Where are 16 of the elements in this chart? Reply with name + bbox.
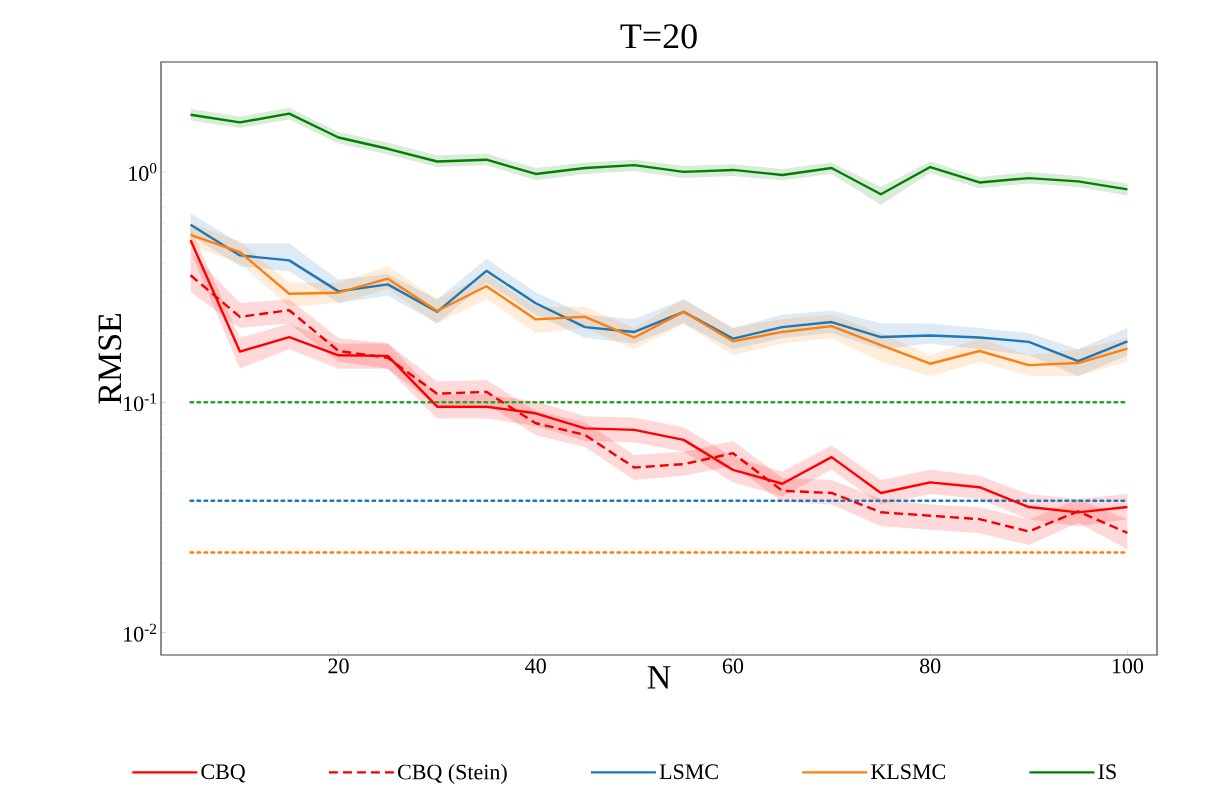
legend-label: CBQ — [201, 764, 246, 783]
y-tick-label: 10$^{-1}$ — [124, 393, 157, 412]
x-tick-label: 80 — [920, 658, 941, 674]
legend-label: CBQ (Stein) — [398, 764, 507, 784]
x-tick-label: 40 — [525, 658, 546, 674]
x-tick-label: 60 — [722, 658, 744, 674]
legend-label: LSMC — [659, 764, 718, 780]
y-tick-label: 10$^{0}$ — [129, 162, 157, 181]
x-tick-label: 20 — [328, 658, 349, 674]
x-axis-title: N — [647, 666, 671, 689]
legend-label: IS — [1098, 764, 1116, 780]
x-tick-label: 100 — [1112, 658, 1144, 674]
chart-title: T=20 — [620, 24, 697, 49]
legend-label: KLSMC — [871, 764, 946, 780]
y-tick-label: 10$^{-2}$ — [124, 623, 157, 642]
y-axis-title: RMSE — [98, 313, 122, 404]
